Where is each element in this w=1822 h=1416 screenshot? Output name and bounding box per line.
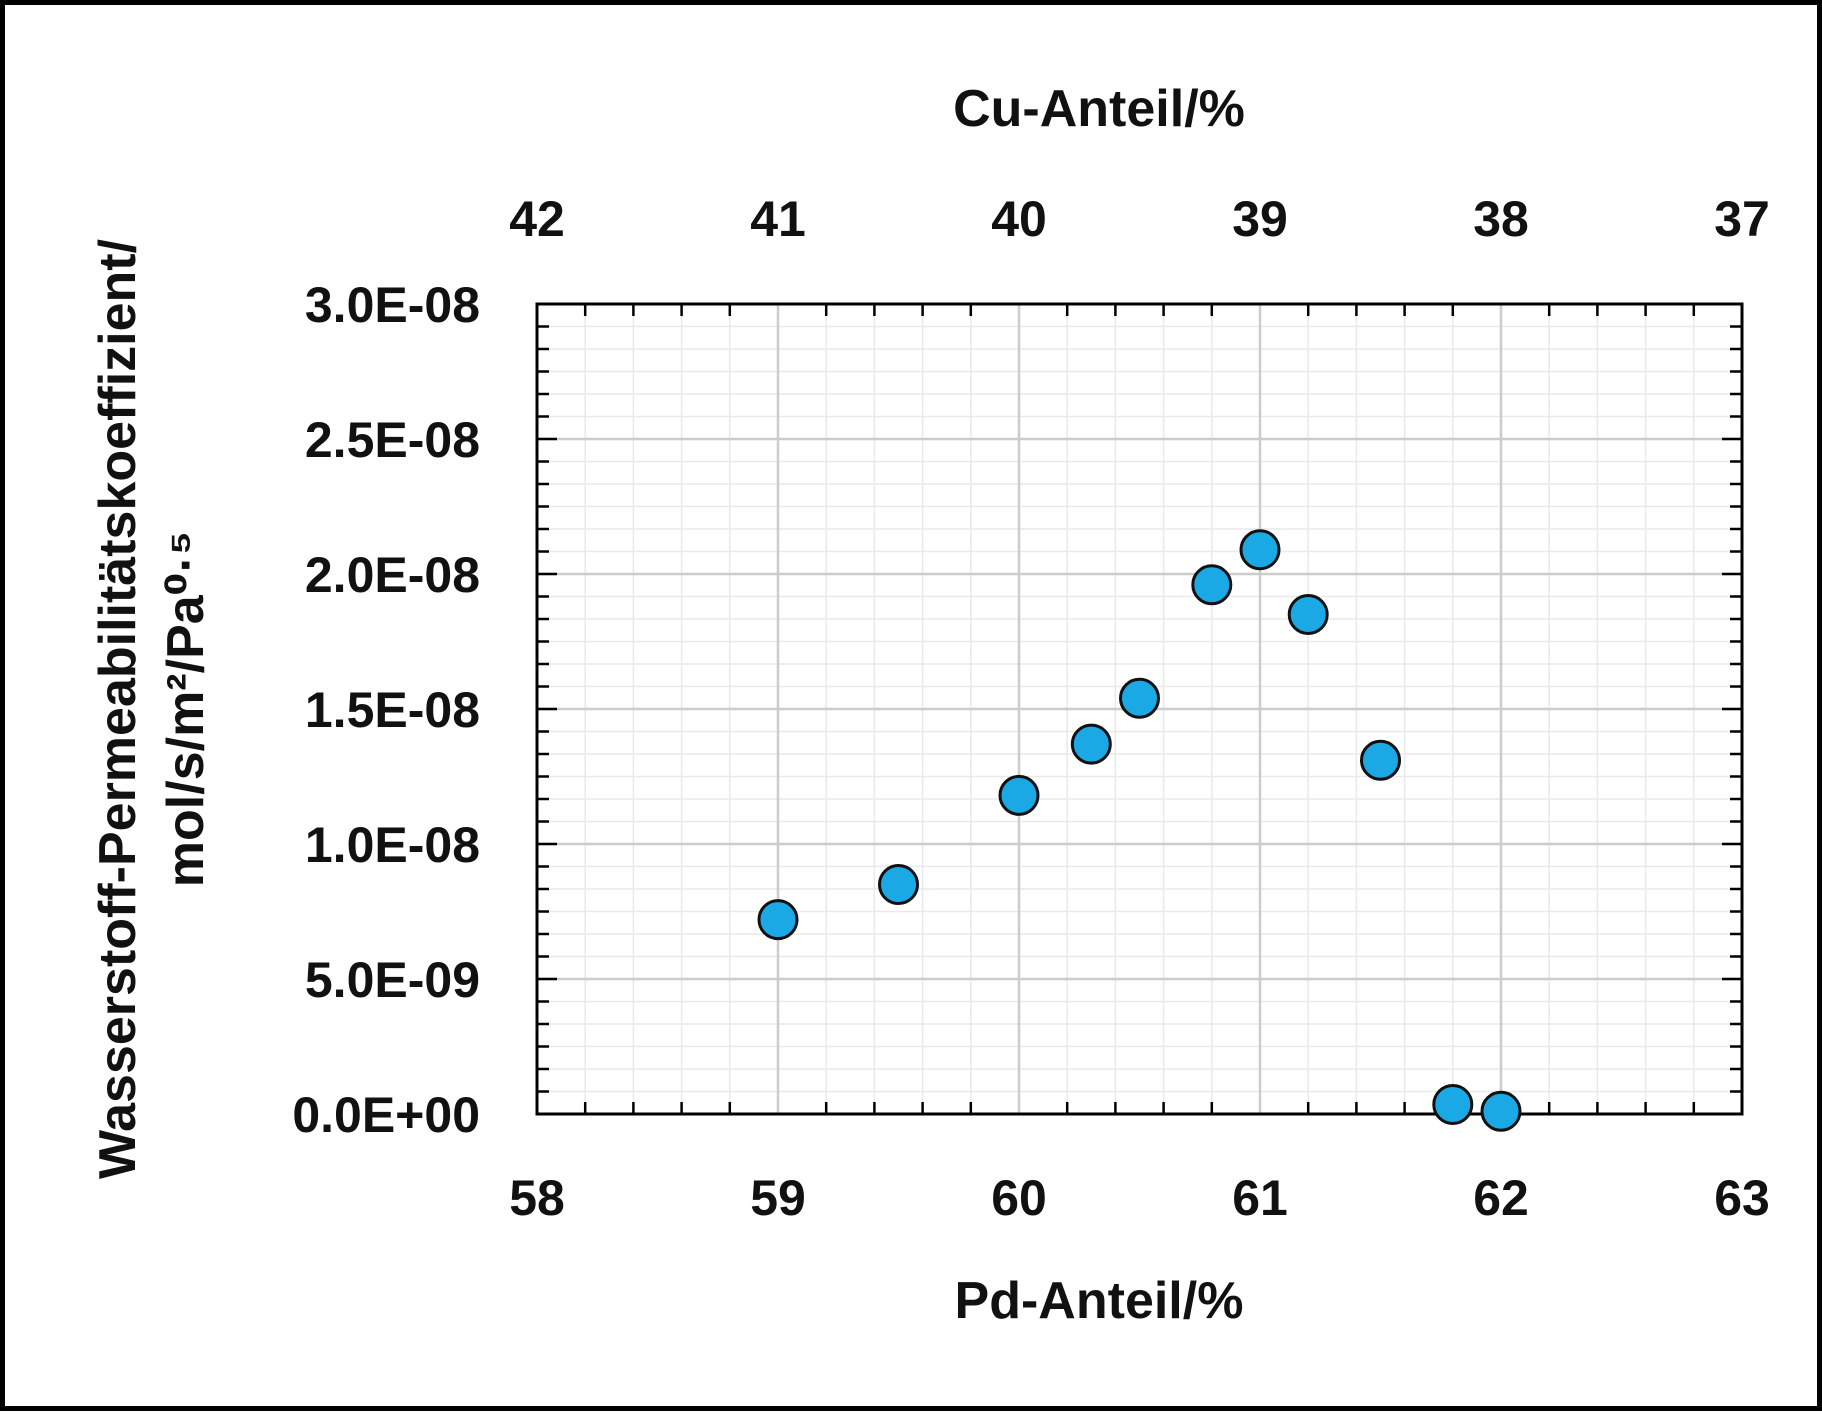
y-tick-label: 1.5E-08 xyxy=(305,682,480,738)
x-tick-label: 62 xyxy=(1473,1170,1529,1226)
x-tick-label: 59 xyxy=(750,1170,806,1226)
x-tick-label: 58 xyxy=(509,1170,565,1226)
x2-tick-label: 41 xyxy=(750,191,806,247)
data-point xyxy=(1360,739,1401,781)
y-tick-label: 1.0E-08 xyxy=(305,817,480,873)
minor-ticks xyxy=(537,304,1742,1114)
data-point xyxy=(878,864,919,905)
data-point xyxy=(1119,677,1160,719)
x2-tick-label: 38 xyxy=(1473,191,1529,247)
x2-tick-label: 37 xyxy=(1714,191,1770,247)
data-point xyxy=(1287,594,1329,635)
y-tick-label: 5.0E-09 xyxy=(305,952,480,1008)
x2-tick-labels: 42 41 40 39 38 37 xyxy=(509,191,1770,247)
plot-area xyxy=(535,302,1744,1116)
y-tick-label: 2.5E-08 xyxy=(305,412,480,468)
data-point xyxy=(1239,529,1281,571)
x-tick-label: 63 xyxy=(1714,1170,1770,1226)
y-tick-label: 0.0E+00 xyxy=(292,1087,480,1143)
y-tick-labels: 0.0E+00 5.0E-09 1.0E-08 1.5E-08 2.0E-08 2.5E-… xyxy=(292,277,480,1143)
data-point xyxy=(757,899,799,941)
data-point xyxy=(1191,564,1233,606)
data-points xyxy=(757,529,1522,1132)
data-point xyxy=(1480,1090,1522,1132)
x2-axis-title: Cu-Anteil/% xyxy=(953,80,1245,138)
y-axis-title-line-2: mol/s/m²/Pa⁰·⁵ xyxy=(157,531,215,887)
x-axis-title: Pd-Anteil/% xyxy=(955,1272,1244,1330)
x2-tick-label: 42 xyxy=(509,191,565,247)
y-tick-label: 3.0E-08 xyxy=(305,277,480,333)
data-point xyxy=(998,774,1040,816)
x2-tick-label: 39 xyxy=(1232,191,1288,247)
data-point xyxy=(1070,723,1112,765)
x2-tick-label: 40 xyxy=(991,191,1047,247)
y-tick-label: 2.0E-08 xyxy=(305,547,480,603)
x-tick-label: 61 xyxy=(1232,1170,1288,1226)
y-axis-title-line-1: Wasserstoff-Permeabilitätskoeffizient/ xyxy=(89,239,147,1179)
x-tick-label: 60 xyxy=(991,1170,1047,1226)
data-point xyxy=(1432,1084,1474,1126)
x-tick-labels: 58 59 60 61 62 63 xyxy=(509,1170,1770,1226)
scatter-chart: 0.0E+00 5.0E-09 1.0E-08 1.5E-08 2.0E-08 2.5E-… xyxy=(89,80,1770,1330)
